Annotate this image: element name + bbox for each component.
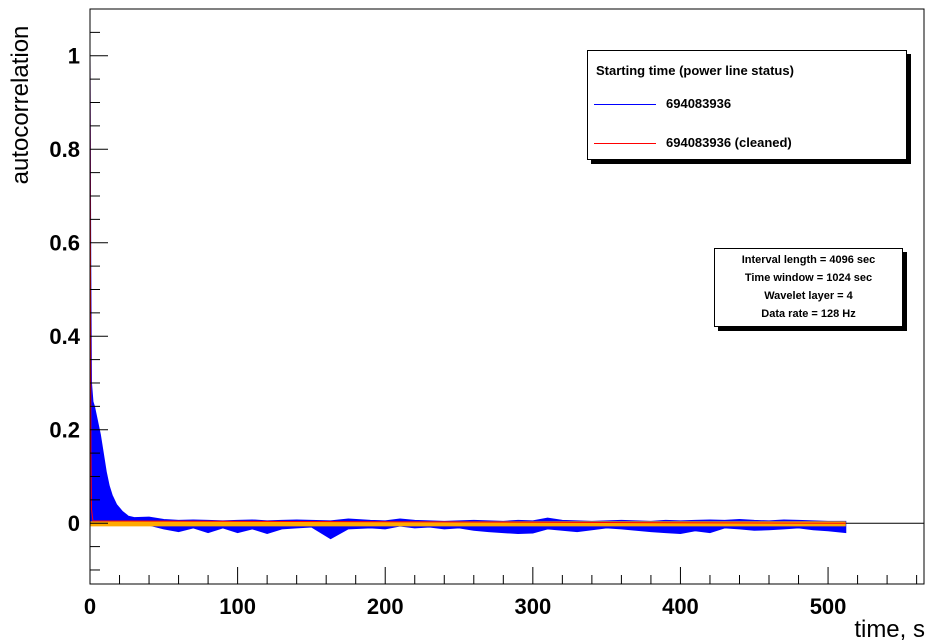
y-tick-label: 0.2 — [49, 418, 80, 443]
x-tick-label: 400 — [662, 594, 699, 619]
legend-label-raw: 694083936 — [666, 96, 732, 111]
x-tick-label: 300 — [514, 594, 551, 619]
x-tick-label: 0 — [84, 594, 96, 619]
series-raw-area — [90, 55, 847, 540]
parameters-box: Interval length = 4096 sec Time window =… — [714, 248, 903, 327]
legend: Starting time (power line status) 694083… — [587, 50, 907, 160]
y-tick-label: 0.8 — [49, 137, 80, 162]
reference-band — [90, 521, 846, 527]
plot-frame — [89, 8, 925, 585]
legend-swatch-raw — [594, 104, 656, 105]
y-tick-label: 0.4 — [49, 324, 80, 349]
wavelet-layer-text: Wavelet layer = 4 — [764, 290, 853, 302]
y-axis-title: autocorrelation — [7, 26, 34, 185]
data-rate-text: Data rate = 128 Hz — [761, 308, 856, 320]
time-window-text: Time window = 1024 sec — [744, 272, 873, 284]
legend-title: Starting time (power line status) — [596, 63, 794, 78]
x-tick-label: 100 — [219, 594, 256, 619]
legend-swatch-cleaned — [594, 143, 656, 144]
y-tick-label: 1 — [68, 44, 80, 69]
x-axis-title: time, s — [854, 616, 925, 643]
y-tick-label: 0 — [68, 511, 80, 536]
x-tick-label: 500 — [810, 594, 847, 619]
interval-length-text: Interval length = 4096 sec — [741, 254, 876, 266]
legend-label-cleaned: 694083936 (cleaned) — [666, 135, 792, 150]
x-tick-label: 200 — [367, 594, 404, 619]
y-tick-label: 0.6 — [49, 231, 80, 256]
